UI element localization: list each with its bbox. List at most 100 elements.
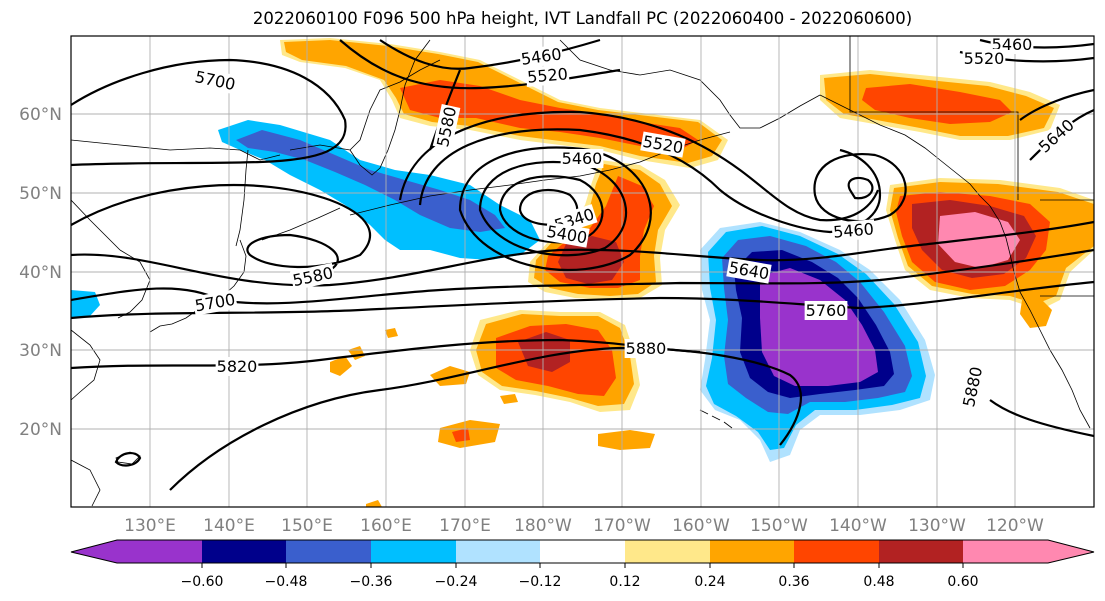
contour-label-5880-mid: 5880 [626, 339, 667, 358]
contour-labels: 5700 5460 5520 5580 5460 5520 5460 5340 … [192, 36, 1079, 410]
colorbar-tick-label-5: 0.12 [609, 574, 640, 590]
coast-kamchatka [349, 39, 431, 176]
lon-label-160w: 160°W [672, 516, 730, 536]
contour-5520-top [339, 39, 621, 90]
colorbar-tick-label-7: 0.36 [778, 574, 809, 590]
contour-label-backdrop [804, 301, 848, 320]
ivt-small-2 [366, 500, 382, 507]
longitude-labels: 130°E 140°E 150°E 160°E 170°E 180°W 170°… [124, 516, 1044, 536]
colorbar-tick-label-8: 0.48 [863, 574, 894, 590]
ivt-negative-shading [71, 120, 935, 462]
ivt-band-west-mid [236, 130, 505, 232]
lon-label-140e: 140°E [203, 516, 255, 536]
coast-china [71, 199, 121, 507]
lon-label-170e: 170°E [439, 516, 491, 536]
contour-low-2 [498, 175, 604, 244]
coast-bc [989, 205, 1091, 429]
lon-label-130w: 130°W [908, 516, 966, 536]
contour-5820-main [71, 338, 701, 370]
lat-label-50n: 50°N [19, 184, 62, 204]
contour-low-4 [458, 146, 652, 272]
colorbar-cell-5 [456, 540, 540, 563]
lat-label-60n: 60°N [19, 105, 62, 125]
contour-5460-main [418, 128, 882, 234]
coast-alaska-south [819, 94, 991, 207]
colorbar-tick-label-2: −0.36 [350, 574, 393, 590]
colorbar-ticks [201, 563, 964, 568]
contour-label-backdrop [192, 66, 239, 95]
lon-label-120w: 120°W [986, 516, 1044, 536]
coast-siberia-north [71, 139, 281, 161]
contour-label-backdrop [962, 49, 1006, 68]
contour-label-backdrop [432, 103, 461, 150]
contour-5580-main [71, 183, 371, 271]
contour-5880-main [169, 346, 802, 491]
contour-label-5520-top: 5520 [526, 64, 568, 86]
contour-5700-north [71, 58, 347, 167]
contour-label-5820: 5820 [217, 357, 258, 376]
contour-label-5460-east: 5460 [832, 219, 874, 241]
colorbar-cell-8 [710, 540, 794, 563]
contour-small-loop [114, 452, 142, 467]
colorbar-cell-1 [117, 540, 202, 563]
colorbar-cell-9 [794, 540, 879, 563]
latitude-labels: 60°N 50°N 40°N 30°N 20°N [19, 105, 62, 440]
ivt-streak-2 [330, 356, 352, 376]
contour-label-backdrop [215, 357, 259, 376]
contour-label-backdrop [831, 219, 876, 242]
colorbar-cell-3 [286, 540, 371, 563]
ivt-pnw-core [938, 212, 1020, 268]
ivt-small-1 [1020, 298, 1052, 328]
contour-label-backdrop [289, 262, 336, 291]
colorbar-cell-4 [371, 540, 456, 563]
contour-label-backdrop [726, 257, 772, 284]
ivt-band-north-red [400, 80, 698, 150]
lon-label-160e: 160°E [360, 516, 412, 536]
lon-label-150w: 150°W [750, 516, 808, 536]
lat-label-20n: 20°N [19, 420, 62, 440]
contour-5880-east [989, 399, 1094, 438]
ivt-streak-7 [500, 394, 518, 404]
colorbar-tick-label-0: −0.60 [181, 574, 224, 590]
chart-title: 2022060100 F096 500 hPa height, IVT Land… [252, 9, 913, 28]
colorbar-tick-label-1: −0.48 [265, 574, 308, 590]
contour-5760-main [71, 280, 1094, 320]
colorbar-tick-label-6: 0.24 [694, 574, 725, 590]
contour-label-5460-main: 5460 [562, 149, 603, 168]
ivt-streak-6 [598, 430, 655, 450]
colorbar-cell-11 [963, 540, 1048, 563]
ivt-streak-1 [430, 366, 470, 386]
contour-label-backdrop [640, 131, 686, 158]
colorbar-cell-10 [879, 540, 963, 563]
contour-label-5520-ne: 5520 [964, 49, 1005, 68]
colorbar-cell-0 [71, 540, 117, 563]
colorbar-tick-label-9: 0.60 [947, 574, 978, 590]
lon-label-140w: 140°W [829, 516, 887, 536]
ivt-subtrop-dark [518, 332, 570, 372]
colorbar: −0.60 −0.48 −0.36 −0.24 −0.12 0.12 0.24 … [70, 539, 1095, 590]
contour-label-backdrop [544, 221, 590, 248]
lon-label-150e: 150°E [281, 516, 333, 536]
colorbar-cell-12 [1048, 540, 1094, 563]
contour-5640-main [71, 220, 1094, 287]
lat-label-30n: 30°N [19, 341, 62, 361]
contour-5520-main [398, 110, 880, 222]
colorbar-tick-label-4: −0.12 [519, 574, 562, 590]
colorbar-cell-2 [202, 540, 286, 563]
contour-label-backdrop [1034, 114, 1079, 158]
colorbar-tick-label-3: −0.24 [435, 574, 478, 590]
colorbar-outline [70, 539, 1095, 564]
map-frame [70, 35, 1095, 508]
coast-alaska-west [559, 39, 821, 129]
contour-5460-east-ring [813, 152, 907, 223]
contour-label-backdrop [518, 44, 564, 69]
border-alaska-canada [849, 36, 1019, 200]
lat-label-40n: 40°N [19, 263, 62, 283]
contour-label-backdrop [192, 289, 238, 316]
contour-5520-east [1019, 88, 1094, 121]
contour-5460-top [379, 38, 601, 70]
ivt-streak-4 [385, 328, 398, 338]
contour-label-backdrop [525, 64, 570, 87]
contour-label-backdrop [958, 363, 987, 410]
